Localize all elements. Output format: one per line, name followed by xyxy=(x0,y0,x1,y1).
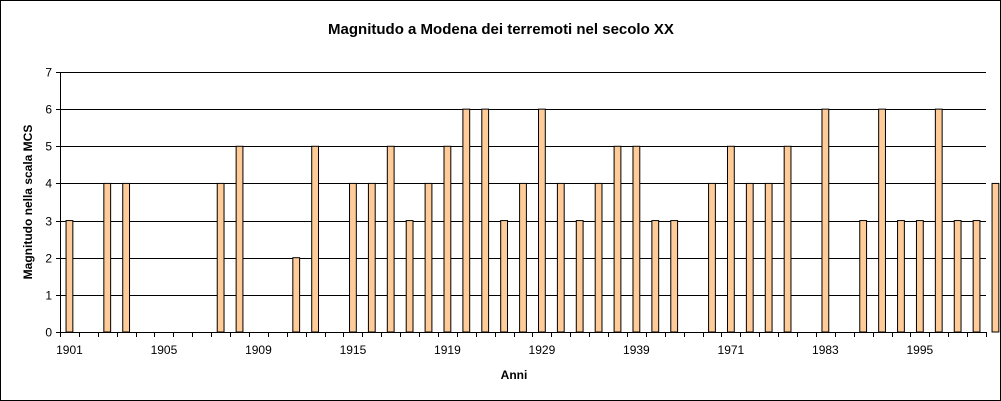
x-tick-label: 1905 xyxy=(151,343,178,357)
bar xyxy=(821,108,830,333)
y-tick-label: 4 xyxy=(45,177,52,191)
bar xyxy=(651,220,660,333)
y-tick-label: 5 xyxy=(45,140,52,154)
bars xyxy=(65,108,1000,333)
bar xyxy=(538,108,546,333)
x-tick-label: 1929 xyxy=(529,343,556,357)
bar xyxy=(859,220,868,333)
bar xyxy=(216,182,225,333)
bar xyxy=(934,108,943,333)
bar xyxy=(405,220,414,333)
x-tick-labels: 1901 1905 1909 1915 1919 1929 1939 1971 1983 1995 xyxy=(56,343,933,357)
x-tick-label: 1995 xyxy=(907,343,934,357)
axes xyxy=(56,72,987,337)
y-tick-label: 2 xyxy=(45,252,52,266)
x-tick-label: 1915 xyxy=(340,343,367,357)
bar xyxy=(500,220,509,333)
bar xyxy=(443,145,452,333)
bar xyxy=(594,182,603,333)
y-tick-label: 0 xyxy=(45,326,52,340)
bar xyxy=(556,182,565,333)
x-tick-label: 1901 xyxy=(56,343,83,357)
bar xyxy=(972,220,981,333)
bar xyxy=(613,145,622,333)
bar xyxy=(708,182,716,333)
y-tick-label: 3 xyxy=(45,215,52,229)
bar xyxy=(670,220,679,333)
bar xyxy=(367,182,376,333)
bar xyxy=(462,108,471,333)
chart-title: Magnitudo a Modena dei terremoti nel sec… xyxy=(328,21,674,38)
bar xyxy=(122,182,131,333)
x-tick-label: 1939 xyxy=(623,343,650,357)
bar xyxy=(65,220,74,333)
y-tick-label: 1 xyxy=(45,289,52,303)
bar xyxy=(897,220,905,333)
bar xyxy=(349,182,357,333)
bar xyxy=(481,108,490,333)
bar xyxy=(235,145,244,333)
x-tick-label: 1971 xyxy=(718,343,745,357)
bar xyxy=(783,145,792,333)
bar xyxy=(292,257,301,333)
bar xyxy=(575,220,584,333)
x-tick-label: 1909 xyxy=(245,343,272,357)
x-tick-label: 1919 xyxy=(434,343,461,357)
y-tick-labels: 0 1 2 3 4 5 6 7 xyxy=(45,66,52,340)
y-tick-label: 7 xyxy=(45,66,52,80)
bar xyxy=(726,145,735,333)
bar xyxy=(103,182,112,333)
y-tick-label: 6 xyxy=(45,103,52,117)
bar xyxy=(632,145,641,333)
bar xyxy=(953,220,962,333)
bar xyxy=(745,182,754,333)
bar xyxy=(878,108,886,333)
bar xyxy=(991,182,1000,333)
bar xyxy=(424,182,433,333)
bar xyxy=(386,145,395,333)
x-tick-label: 1983 xyxy=(812,343,839,357)
y-axis-label: Magnitudo nella scala MCS xyxy=(21,125,35,280)
bar xyxy=(764,182,773,333)
bar xyxy=(311,145,320,333)
bar xyxy=(519,182,527,333)
x-axis-label: Anni xyxy=(501,368,528,382)
bar xyxy=(915,220,924,333)
